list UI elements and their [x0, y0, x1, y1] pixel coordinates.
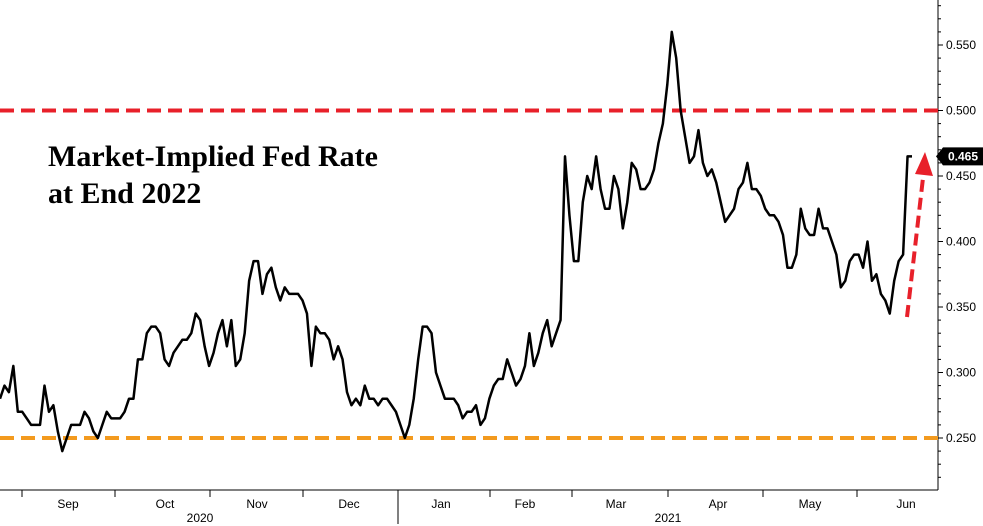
y-tick-label: 0.550: [946, 38, 976, 52]
x-tick-label: Jan: [431, 497, 450, 511]
trend-arrow-head: [915, 152, 933, 176]
chart-title: Market-Implied Fed Rate at End 2022: [48, 138, 378, 212]
last-value-label: 0.465: [948, 149, 978, 163]
y-tick-label: 0.500: [946, 104, 976, 118]
y-tick-label: 0.400: [946, 235, 976, 249]
annotations: 0.465: [905, 147, 983, 318]
y-tick-label: 0.300: [946, 366, 976, 380]
x-tick-label: Dec: [338, 497, 359, 511]
x-tick-label: Feb: [515, 497, 536, 511]
x-tick-label: Mar: [606, 497, 627, 511]
x-tick-label: Sep: [57, 497, 79, 511]
x-tick-label: Oct: [156, 497, 175, 511]
x-tick-label: Nov: [246, 497, 267, 511]
year-label: 2020: [187, 511, 214, 525]
trend-arrow-shaft: [905, 177, 925, 318]
y-tick-label: 0.250: [946, 431, 976, 445]
x-tick-label: May: [799, 497, 822, 511]
y-tick-label: 0.350: [946, 300, 976, 314]
reference-lines: [0, 108, 938, 440]
last-value-box: [936, 147, 983, 166]
y-tick-label: 0.450: [946, 169, 976, 183]
chart-title-line-1: Market-Implied Fed Rate: [48, 140, 378, 173]
series-group: [0, 30, 912, 453]
x-tick-label: Apr: [709, 497, 728, 511]
chart-title-line-2: at End 2022: [48, 177, 202, 210]
year-label: 2021: [655, 511, 682, 525]
x-tick-label: Jun: [896, 497, 915, 511]
series-line: [0, 30, 912, 453]
